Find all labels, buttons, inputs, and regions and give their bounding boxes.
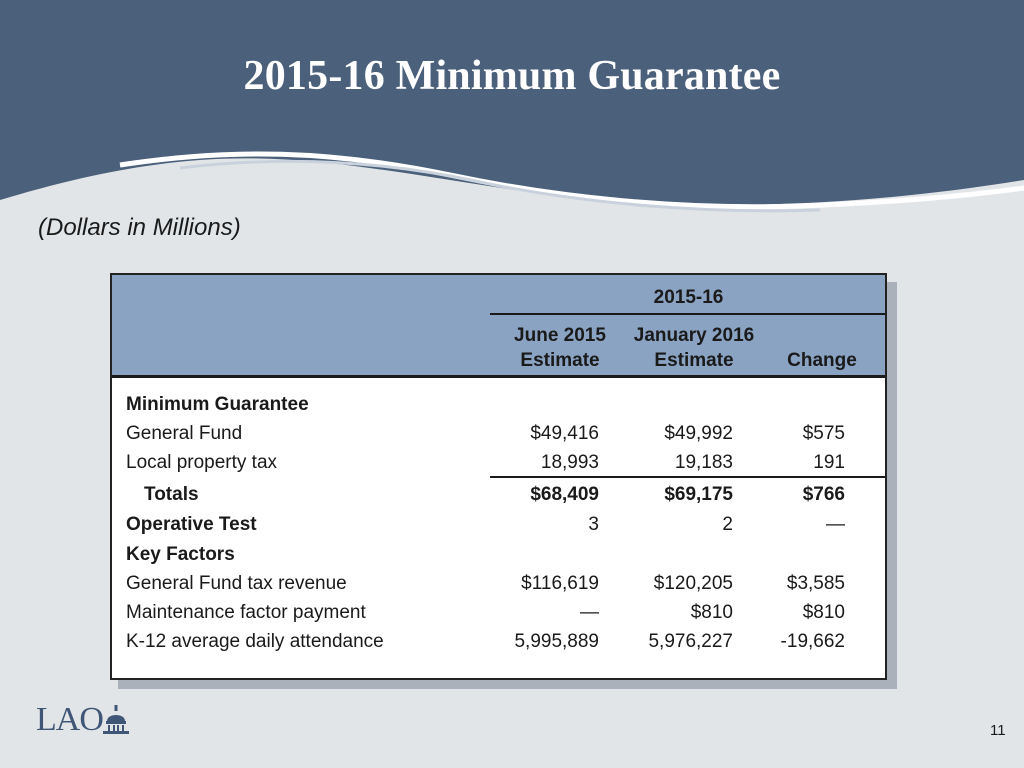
cell-june: 5,995,889	[514, 631, 599, 652]
table-row: General Fund tax revenue $116,619 $120,2…	[112, 569, 885, 598]
section-label: Minimum Guarantee	[126, 394, 309, 415]
group-header: 2015-16	[653, 287, 724, 308]
row-label: Totals	[144, 484, 199, 505]
page-number: 11	[990, 722, 1006, 739]
logo-text: LAO	[36, 701, 104, 738]
row-label: General Fund	[126, 423, 243, 444]
column-header-june: June 2015 Estimate	[514, 325, 606, 371]
section-label: Key Factors	[126, 544, 235, 565]
capitol-dome-icon	[102, 705, 129, 734]
cell-june: 18,993	[540, 452, 599, 473]
row-label: Maintenance factor payment	[126, 602, 366, 623]
table-row: General Fund $49,416 $49,992 $575	[112, 419, 885, 448]
table-row: K-12 average daily attendance 5,995,889 …	[112, 627, 885, 656]
cell-january: 5,976,227	[648, 631, 733, 652]
lao-logo: LAO	[36, 700, 131, 740]
cell-january: $810	[690, 602, 733, 623]
cell-change: $766	[802, 484, 845, 505]
table-row: Key Factors	[112, 540, 885, 569]
row-label: K-12 average daily attendance	[126, 631, 384, 652]
cell-june: —	[580, 602, 599, 623]
cell-change: $3,585	[786, 573, 845, 594]
cell-january: 2	[722, 514, 733, 535]
cell-change: $810	[802, 602, 845, 623]
cell-change: 191	[813, 452, 845, 473]
column-header-change: Change	[787, 350, 857, 371]
units-note: (Dollars in Millions)	[38, 214, 241, 241]
cell-june: $116,619	[521, 573, 599, 594]
cell-january: $120,205	[653, 573, 733, 594]
cell-june: 3	[588, 514, 599, 535]
slide-title: 2015-16 Minimum Guarantee	[243, 53, 781, 99]
cell-june: $68,409	[530, 484, 599, 505]
cell-june: $49,416	[530, 423, 599, 444]
cell-change: $575	[802, 423, 845, 444]
table-row: Maintenance factor payment — $810 $810	[112, 598, 885, 627]
data-table: 2015-16 June 2015 Estimate January 2016 …	[110, 273, 887, 680]
group-header-rule	[490, 313, 885, 315]
cell-january: $49,992	[664, 423, 733, 444]
cell-january: $69,175	[664, 484, 733, 505]
table-row-totals: Totals $68,409 $69,175 $766	[112, 480, 885, 509]
table-row: Minimum Guarantee	[112, 390, 885, 419]
cell-january: 19,183	[674, 452, 733, 473]
row-label: General Fund tax revenue	[126, 573, 347, 594]
row-label: Local property tax	[126, 452, 278, 473]
cell-change: -19,662	[780, 631, 845, 652]
row-label: Operative Test	[126, 514, 257, 535]
column-header-january: January 2016 Estimate	[633, 325, 755, 371]
cell-change: —	[826, 514, 845, 535]
table-row: Local property tax 18,993 19,183 191	[112, 448, 885, 477]
subtotal-rule	[490, 476, 885, 478]
table-row: Operative Test 3 2 —	[112, 510, 885, 539]
header-band	[0, 0, 1024, 230]
table-header: 2015-16 June 2015 Estimate January 2016 …	[112, 275, 885, 378]
